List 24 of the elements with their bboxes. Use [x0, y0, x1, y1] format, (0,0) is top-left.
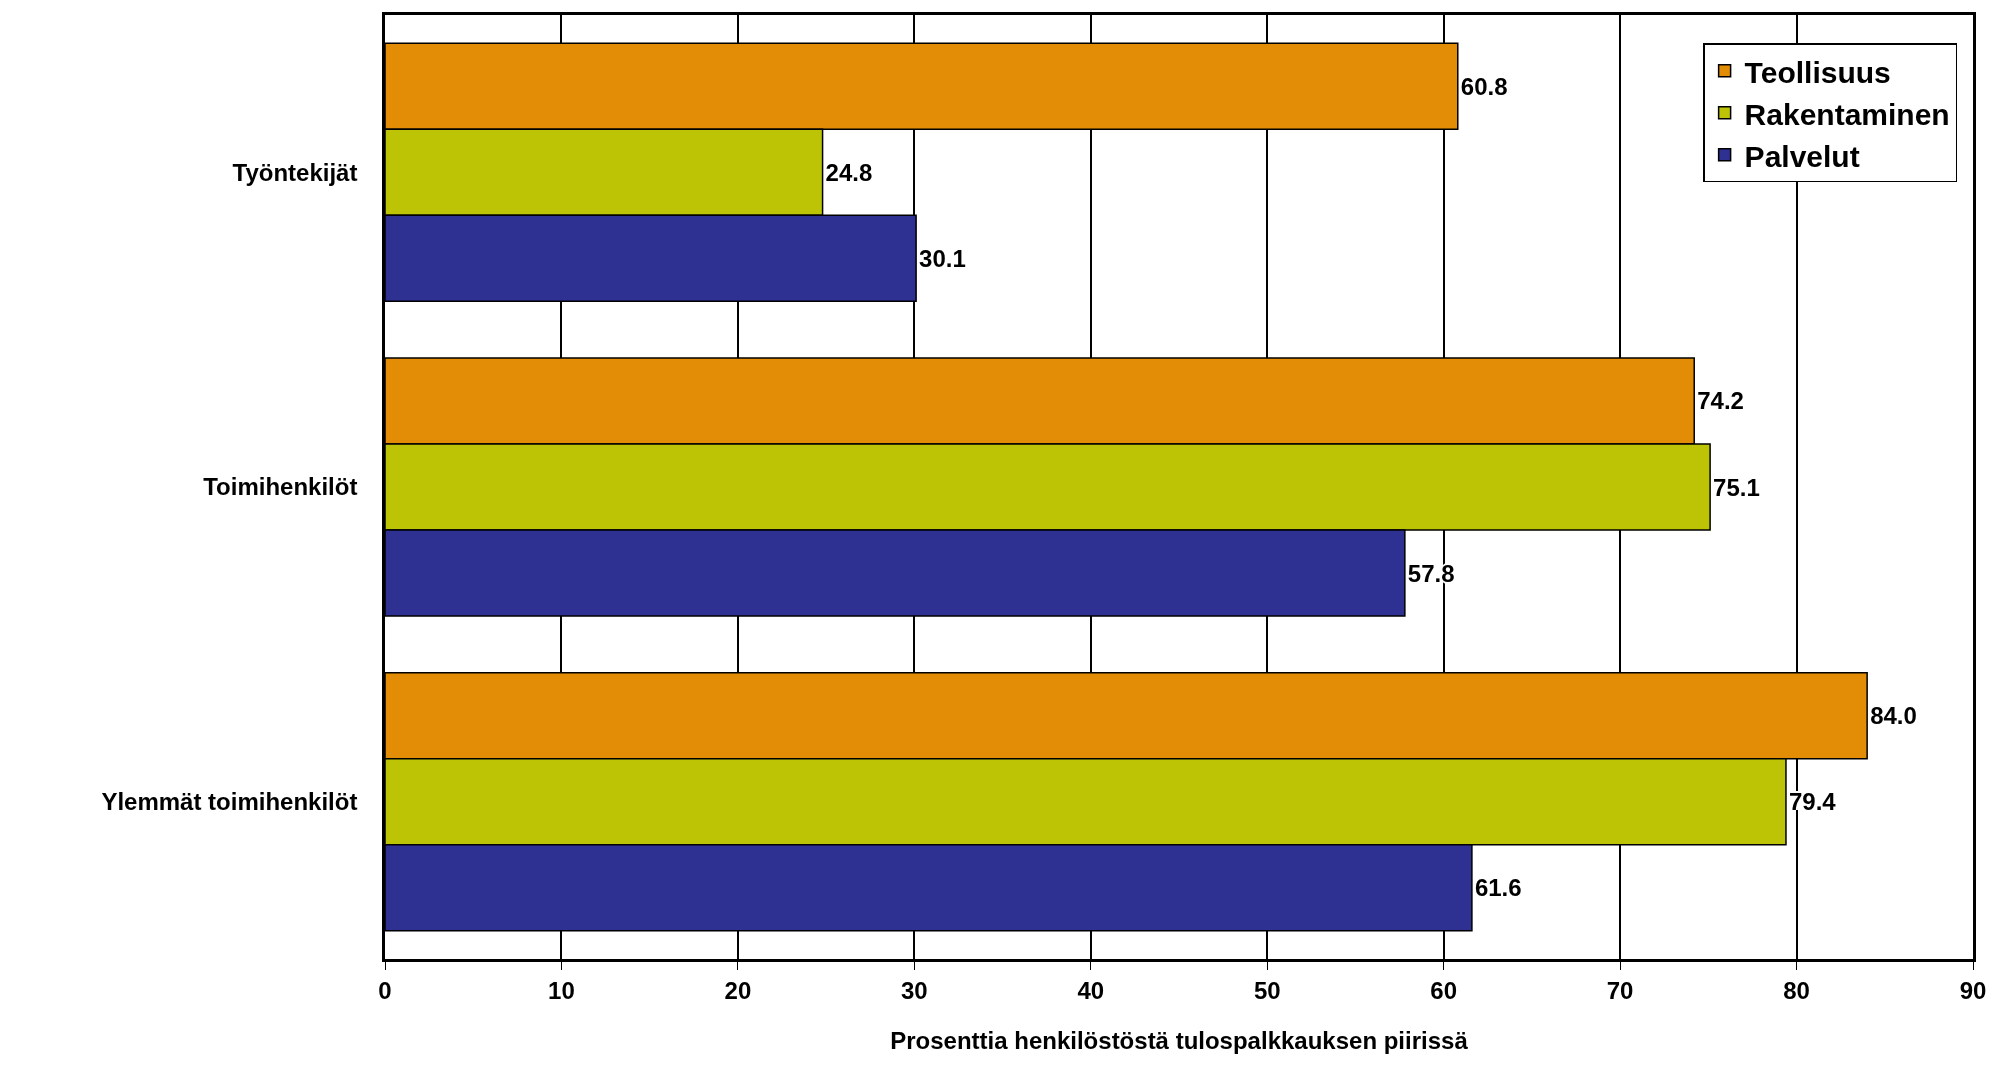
legend-label: Palvelut	[1744, 139, 1860, 173]
x-tick-label: 60	[1430, 976, 1458, 1004]
y-tick-label: Toimihenkilöt	[203, 473, 358, 501]
data-label: 61.6	[1474, 874, 1522, 902]
data-label: 84.0	[1870, 702, 1917, 730]
data-label: 75.1	[1713, 473, 1760, 501]
data-label: 74.2	[1697, 387, 1744, 415]
x-tick-label: 50	[1253, 976, 1281, 1004]
legend-label: Rakentaminen	[1744, 97, 1950, 131]
x-tick-label: 80	[1783, 976, 1810, 1004]
x-tick-label: 90	[1959, 976, 1987, 1004]
x-tick-label: 10	[548, 976, 575, 1004]
legend-label: Teollisuus	[1744, 55, 1891, 89]
data-label: 30.1	[919, 244, 966, 272]
x-tick-label: 20	[724, 976, 752, 1004]
x-axis-title: Prosenttia henkilöstöstä tulospalkkauksen piirissä	[890, 1026, 1469, 1054]
data-label: 60.8	[1460, 72, 1508, 100]
x-tick-label: 0	[378, 976, 392, 1004]
data-label: 24.8	[825, 158, 873, 186]
x-tick-label: 70	[1606, 976, 1634, 1004]
x-tick-label: 40	[1077, 976, 1105, 1004]
x-tick-label: 30	[900, 976, 928, 1004]
y-tick-label: Työntekijät	[232, 158, 358, 186]
y-tick-label: Ylemmät toimihenkilöt	[101, 788, 358, 816]
